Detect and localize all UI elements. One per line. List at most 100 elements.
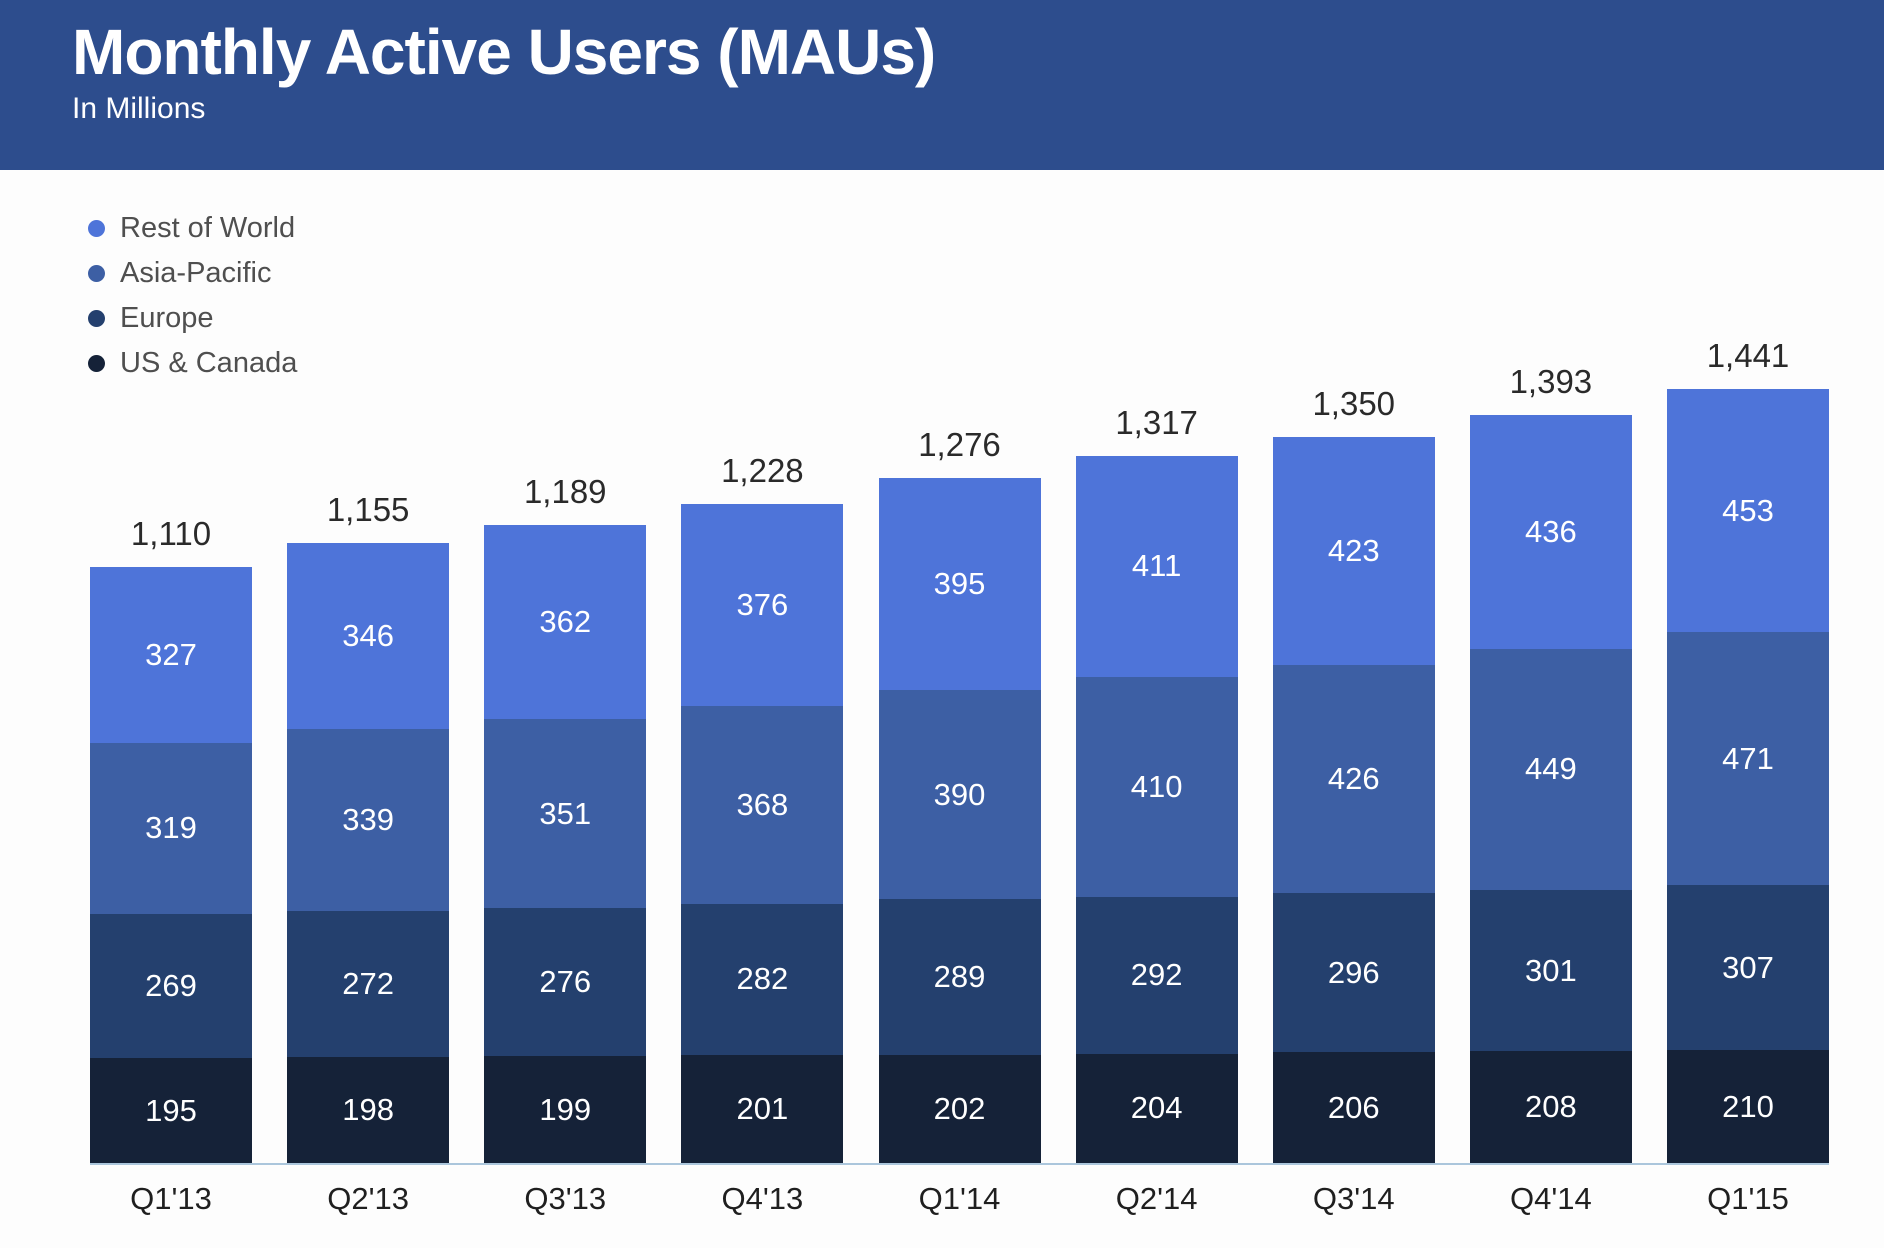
segment-value-label: 362 xyxy=(539,604,592,640)
bar-segment-europe: 276 xyxy=(484,907,647,1057)
legend-item: Europe xyxy=(88,302,297,335)
legend-item: US & Canada xyxy=(88,347,297,380)
x-axis-label: Q3'14 xyxy=(1312,1181,1395,1216)
total-label: 1,317 xyxy=(1115,403,1198,441)
bar-segment-rest-of-world: 395 xyxy=(878,477,1041,690)
segment-value-label: 423 xyxy=(1327,533,1380,569)
page-subtitle: In Millions xyxy=(72,91,206,125)
total-label: 1,441 xyxy=(1706,337,1790,375)
segment-value-label: 276 xyxy=(539,964,592,1000)
bar-segment-rest-of-world: 362 xyxy=(484,525,647,720)
category-axis: Q1'13 Q2'13 Q3'13 Q4'13 Q1'14 Q2'14 Q3'14 Q4'14… xyxy=(90,1165,1829,1217)
bar-segment-us-canada: 202 xyxy=(878,1054,1041,1163)
legend-dot-icon xyxy=(88,220,105,237)
segment-value-label: 339 xyxy=(342,801,394,837)
bar-segment-asia-pacific: 351 xyxy=(484,719,647,908)
bar-segment-asia-pacific: 426 xyxy=(1272,664,1435,894)
bar-group: 1,228 376 368 282 201 xyxy=(681,452,844,1163)
segment-value-label: 368 xyxy=(736,786,789,822)
segment-value-label: 449 xyxy=(1525,751,1577,787)
segment-value-label: 296 xyxy=(1327,954,1380,990)
total-label: 1,350 xyxy=(1312,385,1396,423)
bar-segment-asia-pacific: 390 xyxy=(878,689,1041,900)
legend-dot-icon xyxy=(88,265,105,282)
bar-segment-us-canada: 198 xyxy=(287,1056,450,1163)
bar-group: 1,393 436 449 301 208 xyxy=(1469,362,1632,1163)
bar-segment-asia-pacific: 471 xyxy=(1667,632,1829,886)
legend-dot-icon xyxy=(88,310,105,327)
bar-segment-europe: 296 xyxy=(1272,893,1435,1053)
segment-value-label: 453 xyxy=(1722,492,1774,528)
segment-value-label: 346 xyxy=(342,617,394,653)
bar-group: 1,110 327 319 269 195 xyxy=(90,515,252,1163)
x-axis-label: Q4'14 xyxy=(1509,1181,1592,1216)
bar-segment-europe: 289 xyxy=(878,899,1041,1055)
stacked-bar-chart: Rest of World Asia-Pacific Europe US & Cana… xyxy=(0,170,1884,1248)
segment-value-label: 210 xyxy=(1722,1088,1774,1124)
total-label: 1,393 xyxy=(1509,362,1593,400)
segment-value-label: 289 xyxy=(933,958,986,994)
segment-value-label: 202 xyxy=(933,1090,986,1126)
bar-segment-rest-of-world: 436 xyxy=(1469,414,1632,649)
legend-item: Asia-Pacific xyxy=(88,257,297,290)
segment-value-label: 410 xyxy=(1130,768,1183,804)
x-axis-label: Q2'13 xyxy=(327,1181,409,1216)
legend-label: Rest of World xyxy=(120,212,296,244)
bar-segment-rest-of-world: 453 xyxy=(1667,389,1829,633)
legend-label: Europe xyxy=(120,302,214,334)
bars-row: 1,110 327 319 269 195 1,155 346 339 272 198 1,189 3… xyxy=(90,170,1829,1165)
bar-segment-europe: 282 xyxy=(681,903,844,1056)
segment-value-label: 195 xyxy=(145,1092,197,1128)
bar-segment-asia-pacific: 339 xyxy=(287,728,450,911)
segment-value-label: 411 xyxy=(1131,548,1182,584)
bar-segment-europe: 272 xyxy=(287,910,450,1057)
legend: Rest of World Asia-Pacific Europe US & Cana… xyxy=(88,212,297,392)
segment-value-label: 292 xyxy=(1130,957,1183,993)
total-label: 1,276 xyxy=(918,425,1001,463)
bar-segment-rest-of-world: 423 xyxy=(1272,437,1435,665)
x-axis-label: Q1'14 xyxy=(918,1181,1001,1216)
total-label: 1,155 xyxy=(326,490,410,528)
x-axis-label: Q3'13 xyxy=(524,1181,607,1216)
bar-segment-us-canada: 206 xyxy=(1272,1052,1435,1163)
bar-segment-asia-pacific: 449 xyxy=(1469,648,1632,890)
bar-group: 1,441 453 471 307 210 xyxy=(1667,337,1829,1163)
x-axis-label: Q2'14 xyxy=(1115,1181,1198,1216)
segment-value-label: 199 xyxy=(539,1091,592,1127)
bar-segment-rest-of-world: 327 xyxy=(90,566,252,743)
segment-value-label: 471 xyxy=(1722,740,1774,776)
total-label: 1,189 xyxy=(523,473,607,511)
x-axis-label: Q4'13 xyxy=(721,1181,804,1216)
total-label: 1,228 xyxy=(721,452,804,490)
segment-value-label: 319 xyxy=(145,810,197,846)
bar-segment-us-canada: 201 xyxy=(681,1055,844,1163)
bar-segment-asia-pacific: 368 xyxy=(681,706,844,904)
bar-segment-us-canada: 195 xyxy=(90,1058,252,1163)
bar-segment-us-canada: 204 xyxy=(1075,1053,1238,1163)
bar-segment-rest-of-world: 411 xyxy=(1075,455,1238,677)
bar-segment-asia-pacific: 410 xyxy=(1075,676,1238,897)
segment-value-label: 198 xyxy=(342,1091,394,1127)
segment-value-label: 426 xyxy=(1327,761,1380,796)
segment-value-label: 206 xyxy=(1327,1089,1380,1125)
total-label: 1,110 xyxy=(130,514,212,552)
x-axis-label: Q1'13 xyxy=(130,1181,212,1216)
segment-value-label: 272 xyxy=(342,965,394,1001)
bar-group: 1,276 395 390 289 202 xyxy=(878,425,1041,1163)
segment-value-label: 351 xyxy=(539,795,592,831)
header-band: Monthly Active Users (MAUs) In Millions xyxy=(0,0,1884,170)
bar-segment-rest-of-world: 346 xyxy=(287,542,450,729)
bar-group: 1,189 362 351 276 199 xyxy=(484,473,647,1163)
bar-group: 1,350 423 426 296 206 xyxy=(1272,385,1435,1163)
bar-group: 1,317 411 410 292 204 xyxy=(1075,403,1238,1163)
segment-value-label: 395 xyxy=(933,565,986,601)
bar-segment-europe: 269 xyxy=(90,913,252,1059)
segment-value-label: 269 xyxy=(145,968,197,1004)
segment-value-label: 208 xyxy=(1525,1089,1577,1125)
segment-value-label: 327 xyxy=(145,636,197,672)
segment-value-label: 282 xyxy=(736,961,789,997)
segment-value-label: 436 xyxy=(1525,513,1577,549)
legend-item: Rest of World xyxy=(88,212,297,245)
bar-segment-europe: 301 xyxy=(1469,889,1632,1052)
segment-value-label: 390 xyxy=(933,776,986,812)
